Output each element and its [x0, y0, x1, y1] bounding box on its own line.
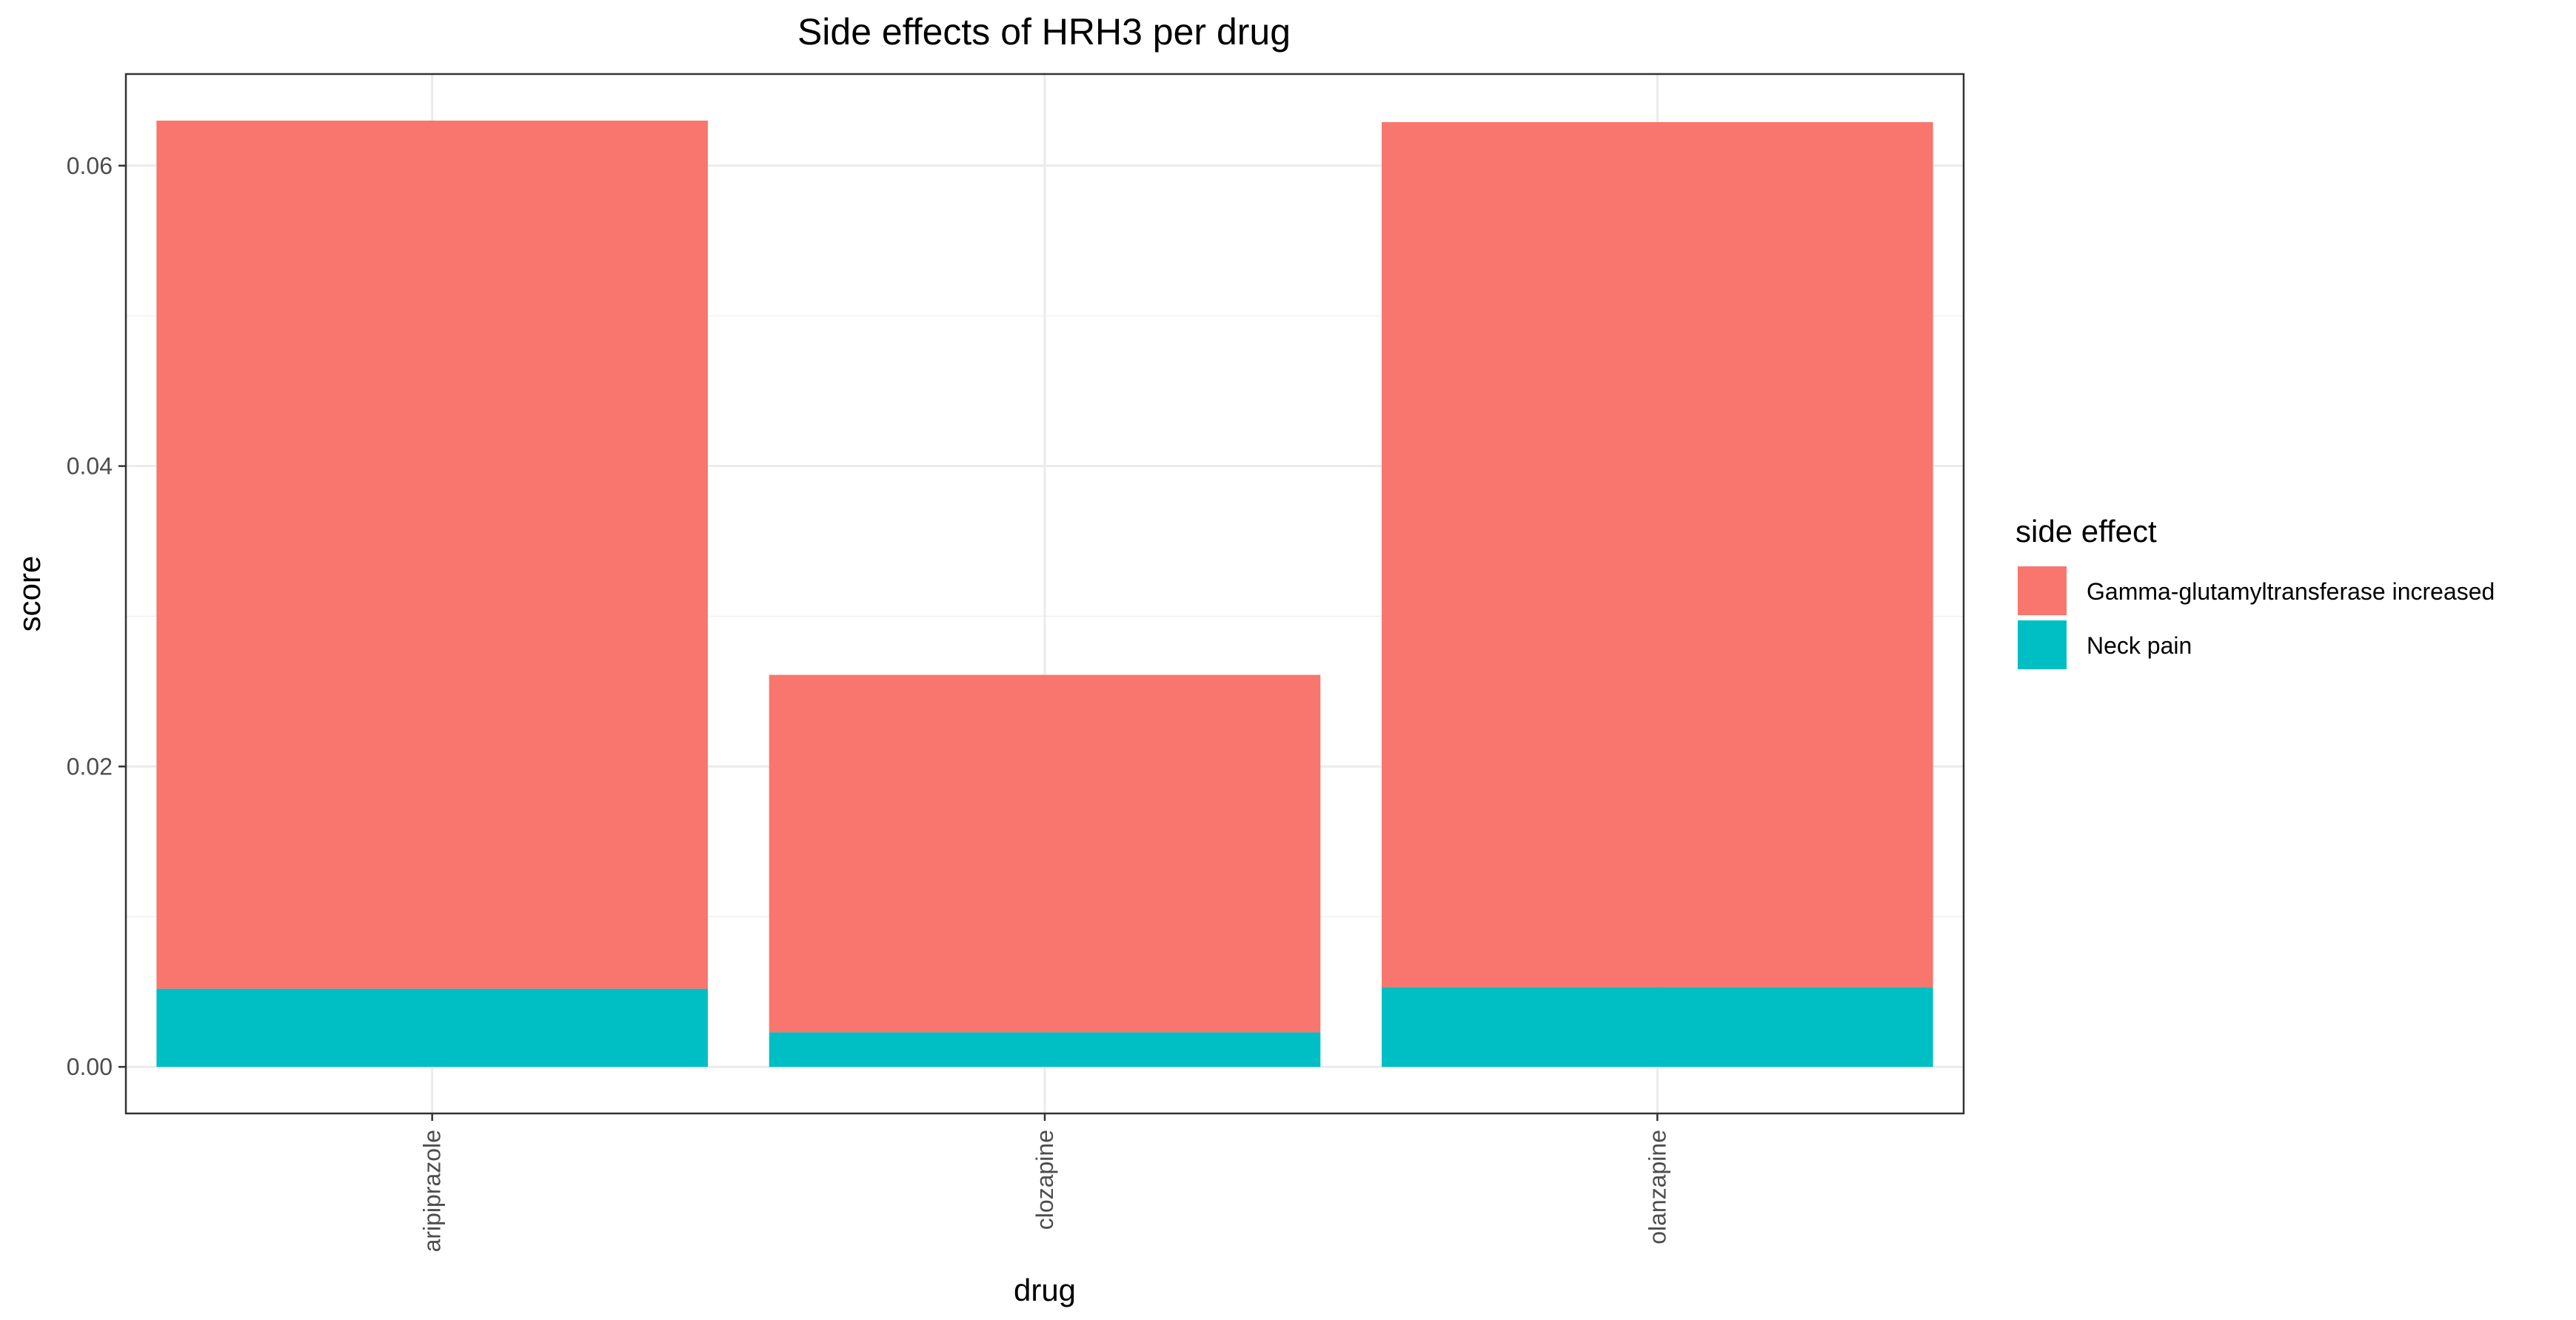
y-tick-label: 0.02: [67, 753, 113, 780]
legend-key: [2018, 620, 2067, 669]
x-tick-label: aripiprazole: [419, 1130, 446, 1252]
x-axis: aripiprazole clozapine olanzapine: [419, 1113, 1670, 1252]
bar: [769, 1032, 1321, 1068]
y-tick-label: 0.04: [67, 453, 113, 480]
legend-label: Neck pain: [2087, 632, 2192, 659]
bar: [769, 674, 1321, 1033]
bar: [156, 988, 708, 1068]
x-axis-label: drug: [1014, 1273, 1076, 1307]
bar: [1382, 121, 1933, 988]
bar: [156, 120, 708, 989]
x-tick-label: olanzapine: [1644, 1130, 1670, 1244]
legend-label: Gamma-glutamyltransferase increased: [2087, 578, 2495, 605]
y-axis-label: score: [12, 556, 47, 632]
legend: side effect Gamma-glutamyltransferase in…: [2015, 514, 2495, 669]
y-tick-label: 0.06: [67, 153, 113, 179]
x-tick-label: clozapine: [1031, 1130, 1058, 1230]
y-axis: 0.00 0.02 0.04 0.06: [67, 153, 126, 1080]
bar: [1382, 987, 1933, 1068]
y-tick-label: 0.00: [67, 1053, 113, 1080]
bars: [156, 120, 1933, 1068]
chart-title: Side effects of HRH3 per drug: [797, 11, 1291, 53]
legend-key: [2018, 566, 2067, 615]
legend-title: side effect: [2015, 514, 2157, 549]
